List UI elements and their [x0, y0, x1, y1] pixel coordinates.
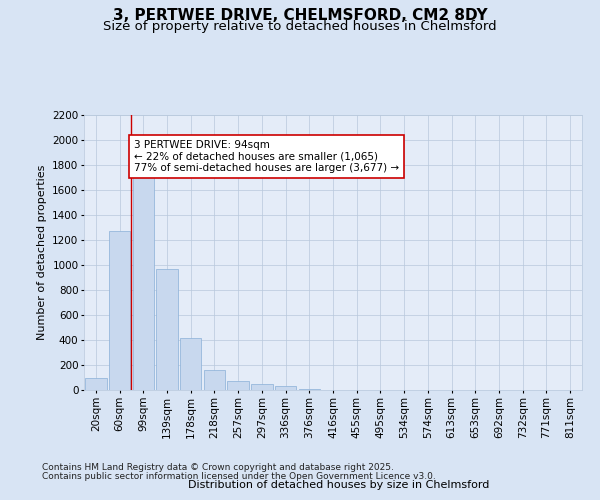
Y-axis label: Number of detached properties: Number of detached properties	[37, 165, 47, 340]
Bar	[180, 338, 202, 390]
Bar	[275, 386, 296, 390]
Text: 3 PERTWEE DRIVE: 94sqm
← 22% of detached houses are smaller (1,065)
77% of semi-: 3 PERTWEE DRIVE: 94sqm ← 22% of detached…	[134, 140, 399, 173]
Text: Contains HM Land Registry data © Crown copyright and database right 2025.: Contains HM Land Registry data © Crown c…	[42, 464, 394, 472]
Bar	[157, 269, 178, 390]
Bar	[85, 378, 107, 390]
Bar	[251, 384, 272, 390]
Text: Contains public sector information licensed under the Open Government Licence v3: Contains public sector information licen…	[42, 472, 436, 481]
Bar	[109, 231, 130, 390]
Bar	[227, 380, 249, 390]
Text: Size of property relative to detached houses in Chelmsford: Size of property relative to detached ho…	[103, 20, 497, 33]
Text: Distribution of detached houses by size in Chelmsford: Distribution of detached houses by size …	[188, 480, 490, 490]
Bar	[133, 171, 154, 390]
Bar	[204, 370, 225, 390]
Text: 3, PERTWEE DRIVE, CHELMSFORD, CM2 8DY: 3, PERTWEE DRIVE, CHELMSFORD, CM2 8DY	[113, 8, 487, 22]
Bar	[299, 389, 320, 390]
